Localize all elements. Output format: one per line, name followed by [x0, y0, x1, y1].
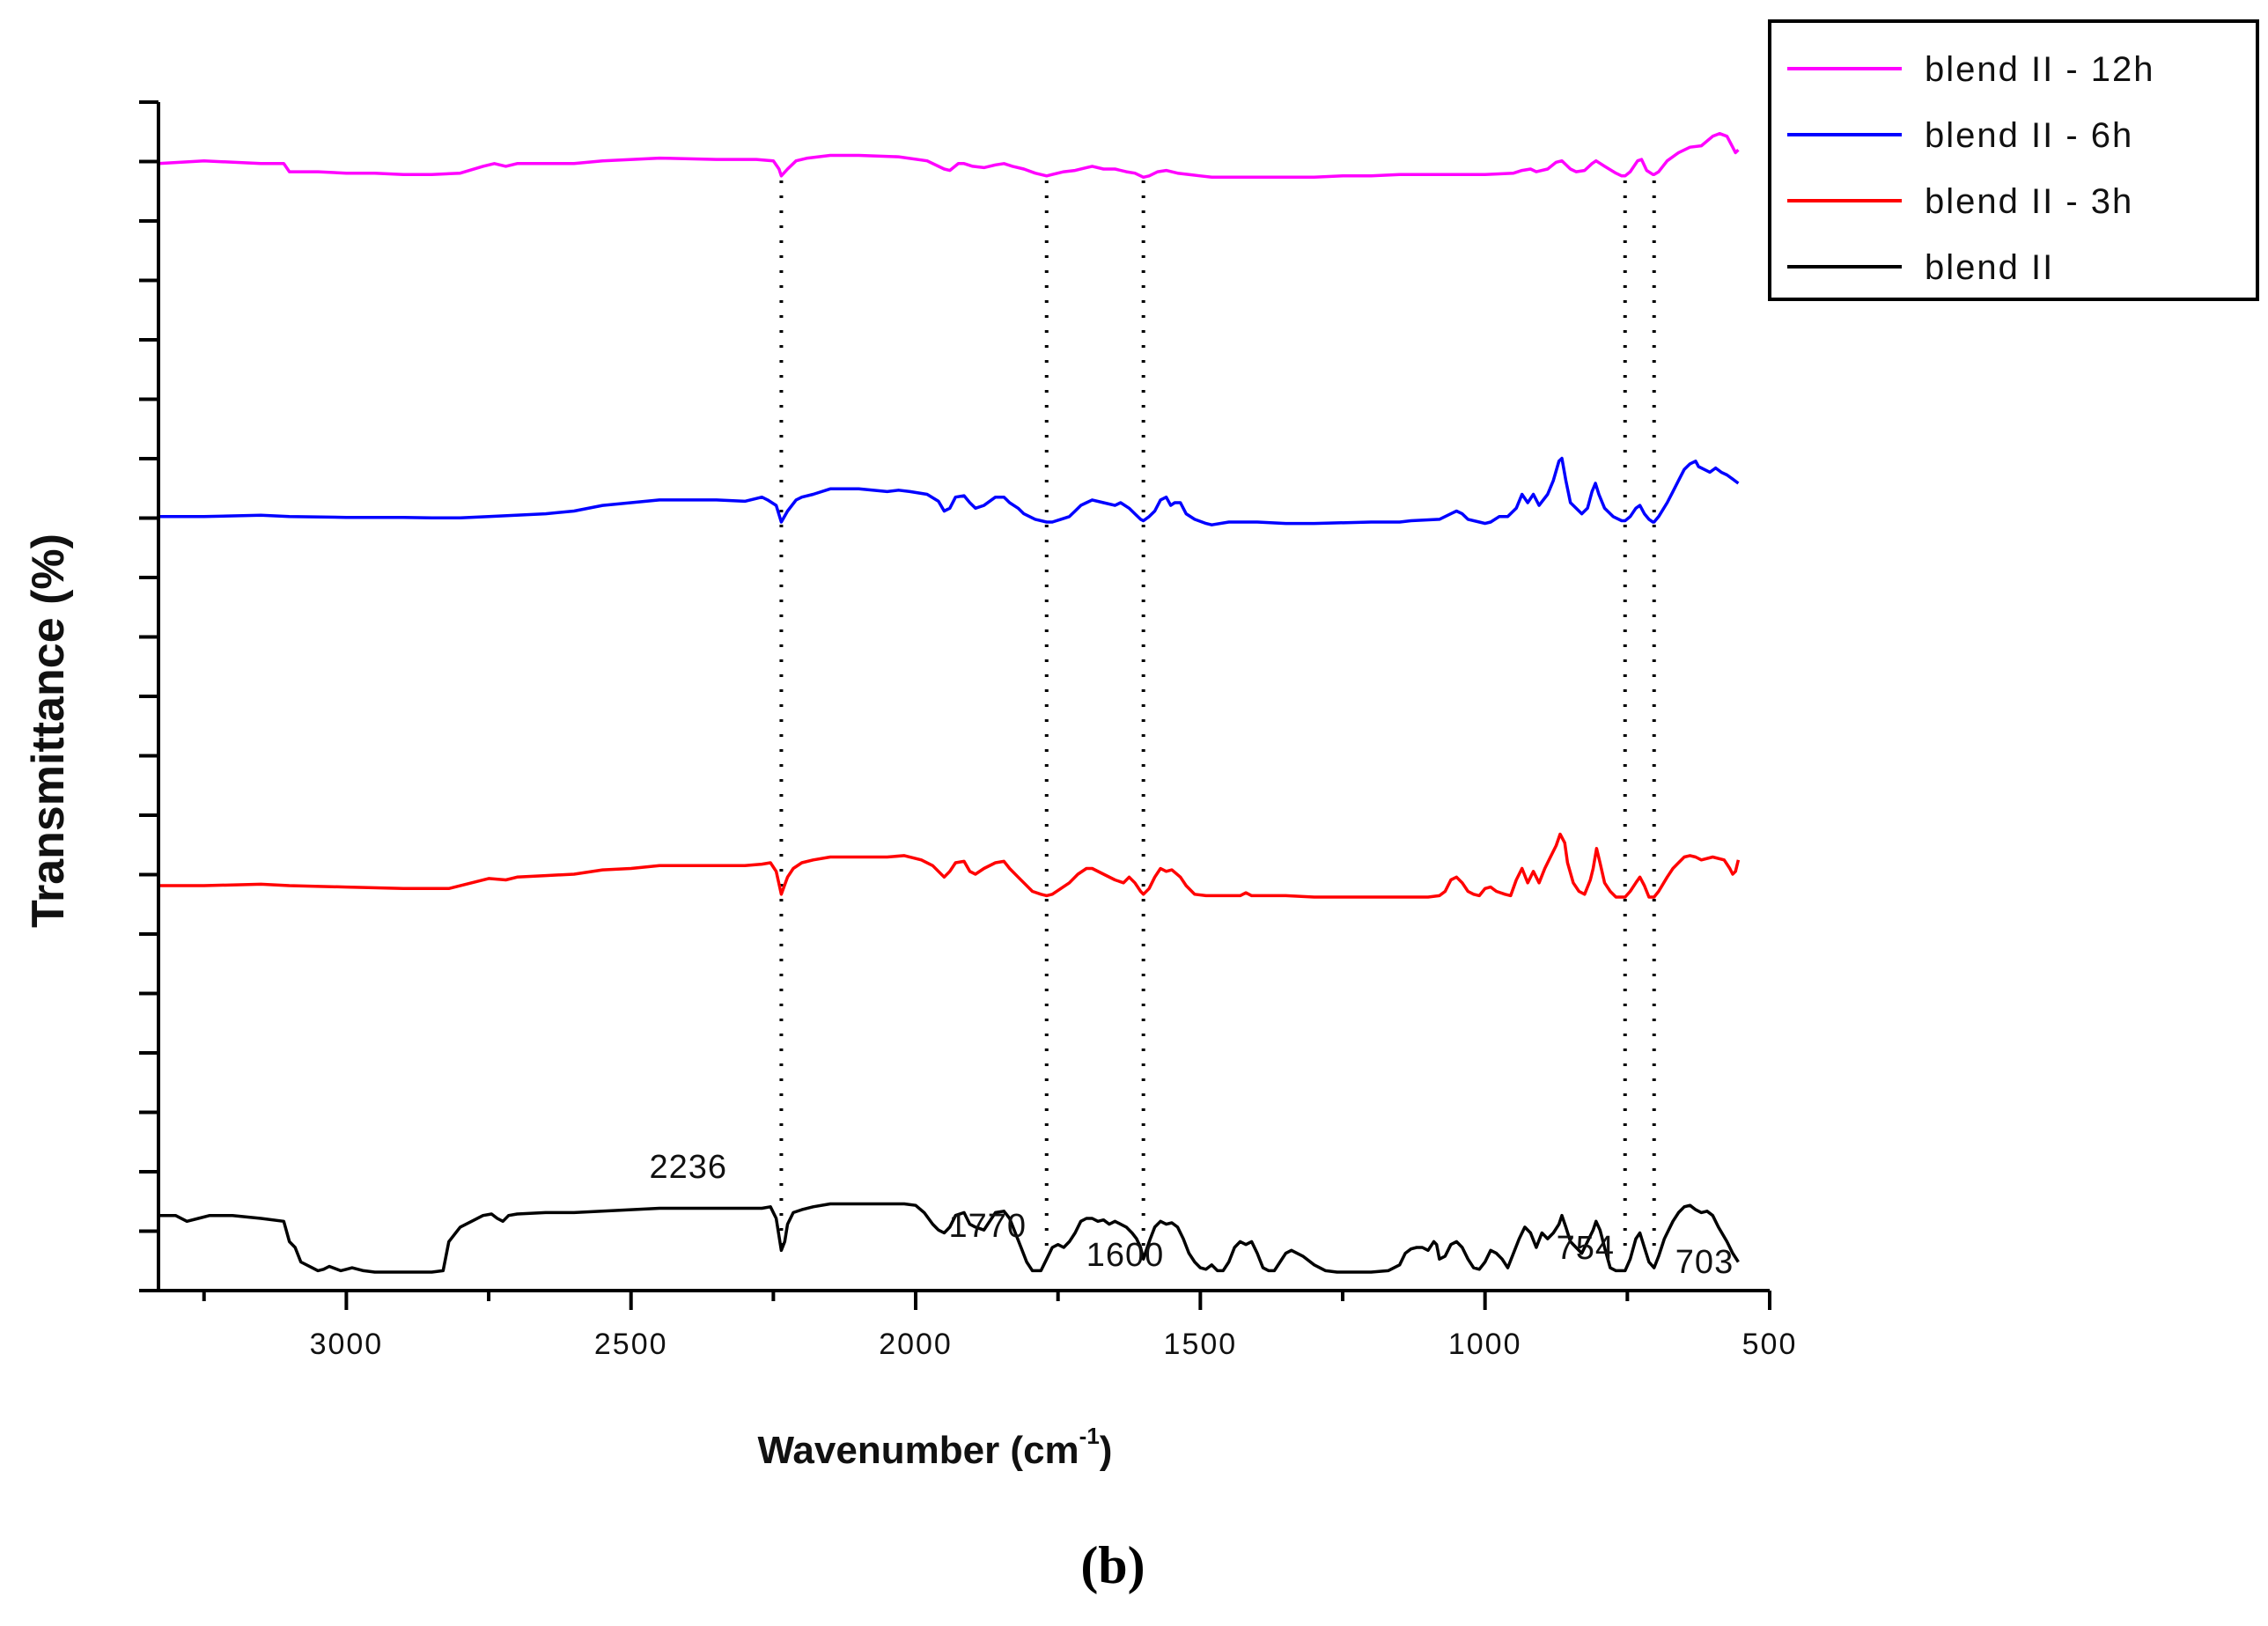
x-tick-label: 500 [1742, 1328, 1798, 1361]
legend: blend II - 12h blend II - 6h blend II - 3h… [1768, 19, 2259, 301]
x-tick-label: 2000 [879, 1328, 953, 1361]
y-axis-title: Transmittance (%) [23, 533, 74, 928]
x-axis-title: Wavenumber (cm-1) [758, 1423, 1113, 1472]
legend-label-2: blend II - 6h [1925, 116, 2133, 155]
x-axis-title-close: ) [1100, 1429, 1113, 1472]
legend-label-3: blend II - 3h [1925, 182, 2133, 221]
annotation-1600: 1600 [1086, 1237, 1165, 1274]
series-line-1 [158, 131, 1740, 180]
series-line-3 [158, 832, 1741, 899]
series-line-4 [158, 1202, 1740, 1274]
x-tick-label: 1500 [1164, 1328, 1238, 1361]
reference-lines [779, 180, 1656, 1250]
peak-annotations: 2236 1770 1600 754 703 [649, 1149, 1734, 1281]
y-ticks [139, 100, 158, 1292]
series-layer [158, 131, 1741, 1274]
annotation-703: 703 [1675, 1244, 1734, 1281]
x-tick-label: 3000 [310, 1328, 384, 1361]
axes [157, 102, 1770, 1292]
annotation-754: 754 [1557, 1230, 1615, 1267]
x-tick-label: 1000 [1448, 1328, 1522, 1361]
figure-caption: (b) [1080, 1536, 1145, 1594]
legend-label-4: blend II [1925, 248, 2054, 287]
x-axis-title-superscript: -1 [1079, 1423, 1100, 1449]
legend-label-1: blend II - 12h [1925, 50, 2155, 89]
annotation-2236: 2236 [649, 1149, 727, 1186]
x-ticks: 3000 2500 2000 1500 1000 500 [202, 1291, 1798, 1361]
x-axis-title-main: Wavenumber (cm [758, 1429, 1079, 1472]
annotation-1770: 1770 [948, 1208, 1027, 1245]
series-line-2 [158, 456, 1740, 526]
x-tick-label: 2500 [594, 1328, 668, 1361]
